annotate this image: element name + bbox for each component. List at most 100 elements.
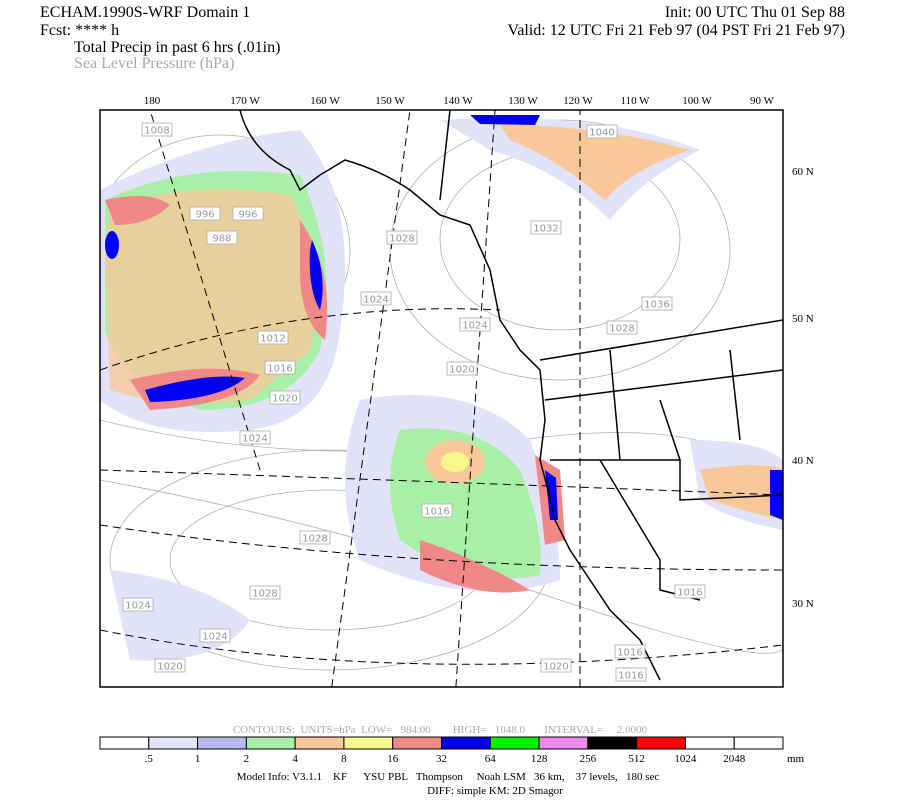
contour-label: 1024 <box>202 632 227 643</box>
contour-label-box <box>199 628 231 643</box>
contour-label-box <box>360 291 392 306</box>
longitude-label: 100 W <box>682 95 712 107</box>
field-label: Total Precip in past 6 hrs (.01in) <box>74 39 280 56</box>
colorbar: .5 1 2 4 8 16 32 64 128 256 512 1024 2048 mm <box>99 736 805 765</box>
contour-label: 1024 <box>125 601 150 612</box>
map <box>100 110 783 687</box>
map-frame <box>99 109 784 688</box>
colorbar-unit: mm <box>787 753 805 765</box>
contour-label: 1024 <box>242 434 267 445</box>
contour-label-box <box>615 667 647 682</box>
longitude-label: 90 W <box>750 95 775 107</box>
latitude-label: 40 N <box>792 455 814 467</box>
colorbar-box <box>294 736 345 750</box>
colorbar-box <box>197 736 247 750</box>
contour-label-box <box>421 503 453 518</box>
latitude-label: 60 N <box>792 166 814 178</box>
longitude-label: 170 W <box>230 95 260 107</box>
longitude-label: 160 W <box>310 95 340 107</box>
contour-label-box <box>269 390 301 405</box>
contour-label: 1024 <box>462 321 487 332</box>
contour-label: 1020 <box>543 662 568 673</box>
contour-label: 1036 <box>644 300 669 311</box>
contour-label: 1028 <box>609 324 634 335</box>
latitude-label: 50 N <box>792 313 814 325</box>
contour-label: 996 <box>195 210 214 221</box>
contour-label-box <box>540 658 572 673</box>
contour-label-box <box>232 206 264 221</box>
contour-label: 1020 <box>157 662 182 673</box>
colorbar-label: 32 <box>436 753 447 765</box>
colorbar-box <box>441 736 491 750</box>
colorbar-box <box>684 736 735 750</box>
colorbar-label: 128 <box>531 753 548 765</box>
contour-label-box <box>141 122 173 137</box>
contour-label-box <box>530 220 562 235</box>
colorbar-box <box>148 736 199 750</box>
colorbar-box <box>489 736 540 750</box>
contour-label: 1016 <box>267 364 292 375</box>
contour-label-box <box>206 230 238 245</box>
contour-label-box <box>249 585 281 600</box>
contour-label-box <box>459 317 491 332</box>
contour-label-box <box>299 530 331 545</box>
contour-info: CONTOURS: UNITS=hPa LOW= 984.00 HIGH= 10… <box>233 724 648 736</box>
contour-label: 1024 <box>363 295 388 306</box>
contour-label-box <box>674 584 706 599</box>
contour-label-box <box>641 296 673 311</box>
contour-label: 996 <box>238 210 257 221</box>
contour-label-box <box>586 124 618 139</box>
field-label: Sea Level Pressure (hPa) <box>74 55 234 72</box>
contour-label: 1028 <box>252 589 277 600</box>
colorbar-label: 256 <box>580 753 597 765</box>
colorbar-label: 2048 <box>723 753 746 765</box>
colorbar-label: .5 <box>145 753 154 765</box>
longitude-label: 110 W <box>620 95 650 107</box>
colorbar-box <box>99 736 150 750</box>
contour-label: 1008 <box>144 126 169 137</box>
contour-label: 1016 <box>424 507 449 518</box>
colorbar-label: 64 <box>485 753 497 765</box>
contour-label-box <box>264 360 296 375</box>
diff-info: DIFF: simple KM: 2D Smagor <box>427 785 563 797</box>
longitude-label: 140 W <box>443 95 473 107</box>
contour-label-box <box>386 230 418 245</box>
longitude-label: 150 W <box>375 95 405 107</box>
contour-label-box <box>154 658 186 673</box>
colorbar-label: 8 <box>341 753 347 765</box>
contour-label: 1032 <box>533 224 558 235</box>
latitude-label: 30 N <box>792 598 814 610</box>
colorbar-box <box>343 736 394 750</box>
contour-label: 1016 <box>677 588 702 599</box>
contour-label-box <box>606 320 638 335</box>
title: ECHAM.1990S-WRF Domain 1 <box>40 4 250 21</box>
longitude-label: 130 W <box>508 95 538 107</box>
colorbar-label: 1 <box>195 753 201 765</box>
contour-label-box <box>446 361 478 376</box>
colorbar-box <box>392 736 443 750</box>
valid-time: Valid: 12 UTC Fri 21 Feb 97 (04 PST Fri … <box>508 22 846 39</box>
colorbar-label: 2 <box>244 753 250 765</box>
contour-label: 988 <box>212 234 231 245</box>
contour-label: 1028 <box>302 534 327 545</box>
colorbar-box <box>245 736 296 750</box>
longitude-label: 120 W <box>563 95 593 107</box>
contour-label: 1040 <box>589 128 614 139</box>
colorbar-label: 16 <box>387 753 399 765</box>
contour-label: 1020 <box>272 394 297 405</box>
contour-label: 1020 <box>449 365 474 376</box>
contour-label: 1012 <box>260 334 285 345</box>
init-time: Init: 00 UTC Thu 01 Sep 88 <box>665 4 845 21</box>
contour-label-box <box>189 206 221 221</box>
contour-label: 1016 <box>617 648 642 659</box>
contour-label-box <box>239 430 271 445</box>
model-info: Model Info: V3.1.1 KF YSU PBL Thompson N… <box>237 771 660 783</box>
colorbar-box <box>636 736 686 750</box>
contour-label: 1028 <box>389 234 414 245</box>
colorbar-box <box>587 736 638 750</box>
colorbar-box <box>733 736 784 750</box>
forecast: Fcst: **** h <box>40 22 119 39</box>
colorbar-label: 512 <box>628 753 645 765</box>
longitude-label: 180 <box>144 95 161 107</box>
